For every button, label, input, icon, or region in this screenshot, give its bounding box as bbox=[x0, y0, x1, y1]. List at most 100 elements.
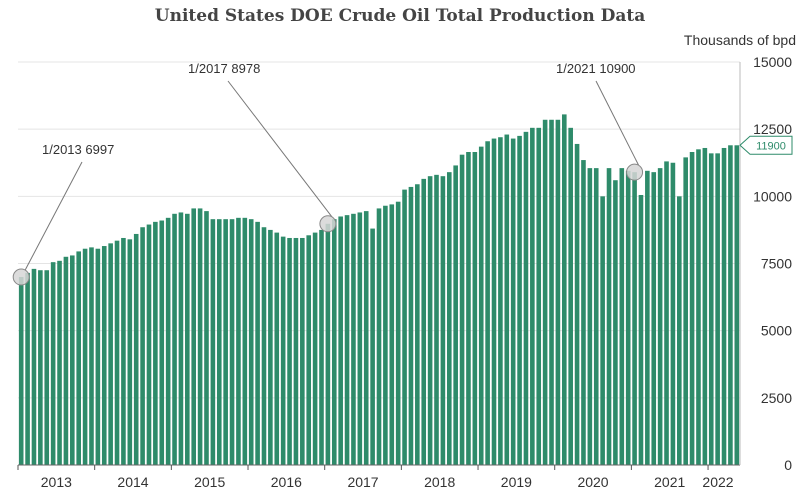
bar bbox=[728, 145, 733, 465]
y-tick-label: 5000 bbox=[761, 323, 792, 339]
annotation-label: 1/2013 6997 bbox=[42, 142, 114, 157]
bar bbox=[146, 224, 152, 465]
bar bbox=[427, 176, 433, 465]
bar bbox=[600, 196, 605, 466]
bar bbox=[408, 186, 414, 465]
bar bbox=[331, 219, 337, 465]
bar bbox=[204, 211, 209, 465]
bar bbox=[70, 255, 75, 465]
bar bbox=[236, 217, 241, 465]
annotation-leader-line bbox=[227, 80, 333, 218]
last-value-label: 11900 bbox=[756, 140, 786, 152]
bar bbox=[625, 170, 631, 465]
bar bbox=[523, 131, 529, 465]
bar bbox=[31, 268, 37, 465]
bar bbox=[619, 168, 625, 465]
chart-title: United States DOE Crude Oil Total Produc… bbox=[154, 6, 646, 26]
annotation-marker bbox=[12, 268, 30, 286]
annotation-label: 1/2017 8978 bbox=[188, 61, 260, 76]
bar bbox=[664, 161, 669, 465]
bar bbox=[645, 170, 650, 465]
bar bbox=[89, 247, 94, 465]
bar bbox=[434, 174, 439, 465]
bar bbox=[159, 220, 165, 465]
y-tick-label: 2500 bbox=[761, 390, 792, 406]
bar bbox=[351, 213, 356, 465]
bar bbox=[613, 180, 618, 466]
bar bbox=[478, 146, 484, 465]
bar bbox=[421, 178, 427, 465]
bar bbox=[466, 152, 471, 465]
annotations: 1/2013 6997 1/2017 8978 1/2021 10900 11900 bbox=[12, 61, 793, 286]
bar bbox=[606, 168, 612, 465]
bar bbox=[76, 251, 81, 465]
bar bbox=[453, 165, 458, 466]
bar bbox=[459, 154, 465, 465]
x-tick-label: 2022 bbox=[702, 474, 733, 490]
bar bbox=[18, 277, 24, 465]
bar bbox=[587, 168, 593, 465]
bar bbox=[306, 235, 312, 465]
bar bbox=[446, 172, 452, 466]
bar bbox=[300, 237, 305, 465]
bar bbox=[657, 168, 663, 465]
bar bbox=[683, 157, 688, 466]
bar bbox=[268, 229, 273, 465]
bar bbox=[689, 152, 695, 465]
bar bbox=[216, 219, 222, 465]
y-axis-unit-label: Thousands of bpd bbox=[683, 32, 796, 48]
x-tick-label: 2016 bbox=[271, 474, 302, 490]
bar bbox=[121, 237, 126, 465]
bar bbox=[101, 246, 107, 465]
bar bbox=[510, 138, 516, 465]
x-tick-label: 2018 bbox=[424, 474, 455, 490]
x-tick-label: 2020 bbox=[577, 474, 608, 490]
bar bbox=[223, 219, 228, 465]
bar bbox=[402, 189, 407, 465]
y-tick-label: 7500 bbox=[761, 256, 792, 272]
bar bbox=[395, 201, 401, 465]
annotation-label: 1/2021 10900 bbox=[556, 61, 636, 76]
x-tick-label: 2017 bbox=[347, 474, 378, 490]
bar bbox=[57, 260, 62, 465]
y-tick-label: 15000 bbox=[753, 54, 792, 70]
bar bbox=[229, 219, 235, 465]
y-tick-label: 10000 bbox=[753, 188, 792, 204]
bar bbox=[555, 119, 561, 465]
bar bbox=[50, 262, 56, 465]
bar bbox=[593, 168, 599, 465]
bar bbox=[568, 127, 573, 465]
x-tick-label: 2015 bbox=[194, 474, 225, 490]
bar bbox=[185, 213, 190, 465]
bar bbox=[312, 232, 318, 465]
bar bbox=[261, 227, 267, 465]
bar bbox=[530, 127, 535, 465]
bar bbox=[133, 233, 139, 465]
annotation-marker bbox=[626, 163, 644, 181]
x-tick-label: 2021 bbox=[654, 474, 685, 490]
bar bbox=[210, 219, 216, 465]
bar bbox=[702, 147, 708, 465]
bar bbox=[338, 216, 343, 465]
annotation-marker bbox=[319, 215, 337, 233]
bar bbox=[127, 239, 133, 465]
bar bbox=[383, 205, 388, 465]
x-tick-label: 2013 bbox=[41, 474, 72, 490]
bar bbox=[504, 134, 510, 466]
bar bbox=[255, 221, 260, 465]
bar bbox=[274, 232, 280, 465]
bar bbox=[319, 229, 324, 465]
bar bbox=[153, 221, 158, 465]
bar bbox=[389, 204, 395, 466]
annotation-leader-line bbox=[595, 80, 640, 166]
bar bbox=[517, 135, 522, 465]
bar-series bbox=[18, 114, 740, 466]
x-tick-label: 2014 bbox=[117, 474, 148, 490]
bar bbox=[708, 153, 714, 465]
bar bbox=[491, 138, 497, 465]
y-tick-label: 0 bbox=[784, 457, 792, 473]
bar bbox=[581, 160, 586, 465]
bar bbox=[357, 212, 363, 465]
bar bbox=[536, 127, 542, 465]
